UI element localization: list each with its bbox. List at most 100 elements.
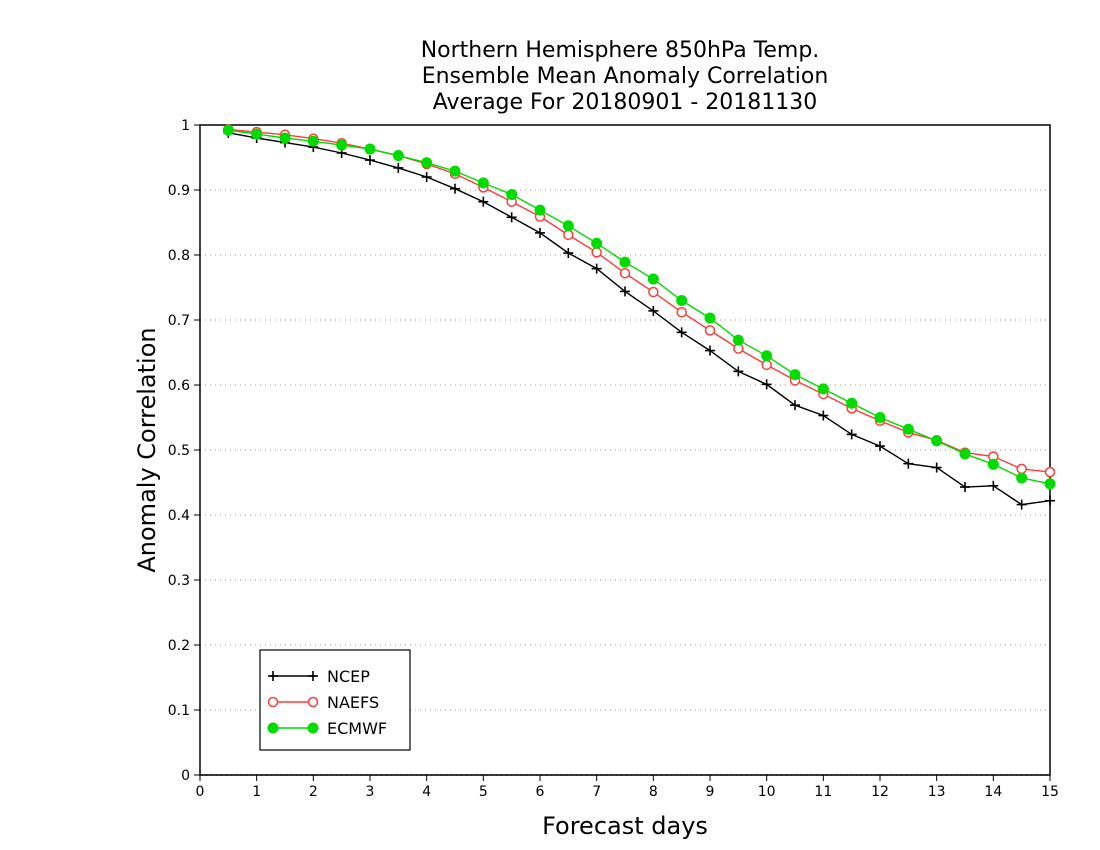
data-point-naefs bbox=[1044, 466, 1056, 478]
legend-marker-ecmwf bbox=[267, 722, 279, 734]
data-point-ncep bbox=[393, 162, 404, 173]
legend: NCEP NAEFS ECMWF bbox=[259, 649, 411, 751]
data-point-ecmwf bbox=[506, 189, 518, 201]
series-layer bbox=[222, 124, 1056, 510]
data-point-ncep bbox=[733, 366, 744, 377]
data-point-ncep bbox=[846, 429, 857, 440]
data-point-ecmwf bbox=[676, 295, 688, 306]
series-ecmwf bbox=[222, 124, 1056, 490]
data-point-ncep bbox=[818, 410, 829, 421]
data-point-ecmwf bbox=[477, 177, 489, 189]
series-line-ecmwf bbox=[228, 129, 1051, 485]
data-point-ecmwf bbox=[1016, 472, 1028, 484]
data-point-ecmwf bbox=[931, 435, 943, 447]
legend-marker-naefs bbox=[307, 696, 319, 708]
legend-items: NCEP NAEFS ECMWF bbox=[267, 667, 387, 738]
data-point-ecmwf bbox=[987, 458, 999, 470]
y-tick-label: 0.1 bbox=[168, 703, 190, 719]
y-tick-label: 0.8 bbox=[168, 248, 190, 264]
data-point-ncep bbox=[988, 480, 999, 491]
data-point-ncep bbox=[931, 462, 942, 473]
x-axis-label: Forecast days bbox=[542, 812, 708, 840]
data-point-ecmwf bbox=[251, 128, 263, 140]
data-point-ecmwf bbox=[534, 204, 546, 216]
data-point-ecmwf bbox=[562, 220, 574, 232]
y-tick-label: 0.5 bbox=[168, 443, 190, 459]
series-ncep bbox=[223, 127, 1055, 510]
data-point-ecmwf bbox=[902, 423, 914, 435]
x-tick-label: 3 bbox=[366, 784, 375, 800]
data-point-naefs bbox=[676, 306, 687, 318]
data-point-ecmwf bbox=[789, 369, 801, 381]
x-tick-label: 14 bbox=[984, 784, 1002, 800]
data-point-ecmwf bbox=[307, 135, 319, 147]
chart-title-line-3: Average For 20180901 - 20181130 bbox=[433, 90, 818, 115]
data-point-ncep bbox=[1045, 495, 1055, 506]
x-tick-label: 15 bbox=[1041, 784, 1059, 800]
data-point-ecmwf bbox=[619, 256, 631, 268]
data-point-ncep bbox=[903, 458, 914, 469]
data-point-ecmwf bbox=[846, 397, 858, 409]
legend-marker-ecmwf bbox=[307, 722, 319, 734]
legend-entry-naefs: NAEFS bbox=[267, 693, 379, 712]
x-tick-label: 10 bbox=[758, 784, 776, 800]
x-tick-label: 7 bbox=[592, 784, 601, 800]
x-tick-label: 12 bbox=[871, 784, 889, 800]
data-point-ncep bbox=[365, 155, 375, 166]
x-tick-label: 5 bbox=[479, 784, 488, 800]
series-line-ncep bbox=[228, 132, 1051, 506]
legend-label-ecmwf: ECMWF bbox=[327, 719, 387, 738]
x-tick-label: 2 bbox=[309, 784, 318, 800]
data-point-ecmwf bbox=[647, 273, 659, 285]
data-point-ecmwf bbox=[761, 350, 773, 362]
chart-title: Northern Hemisphere 850hPa Temp. Ensembl… bbox=[421, 38, 829, 115]
chart-title-line-1: Northern Hemisphere 850hPa Temp. bbox=[421, 38, 820, 63]
legend-marker-ncep bbox=[268, 671, 278, 681]
legend-marker-naefs bbox=[267, 696, 279, 708]
y-tick-label: 0.2 bbox=[168, 638, 190, 654]
legend-label-ncep: NCEP bbox=[327, 667, 370, 686]
data-point-ecmwf bbox=[336, 139, 348, 151]
data-point-naefs bbox=[563, 229, 574, 241]
y-tick-label: 1 bbox=[181, 118, 190, 134]
x-tick-label: 6 bbox=[536, 784, 545, 800]
x-tick-label: 1 bbox=[252, 784, 261, 800]
data-point-ncep bbox=[591, 263, 602, 274]
legend-label-naefs: NAEFS bbox=[327, 693, 379, 712]
data-point-naefs bbox=[619, 267, 631, 279]
legend-entry-ecmwf: ECMWF bbox=[267, 719, 387, 738]
x-tick-label: 13 bbox=[928, 784, 946, 800]
data-point-ecmwf bbox=[874, 412, 886, 423]
data-point-ecmwf bbox=[364, 143, 376, 155]
data-point-ecmwf bbox=[449, 165, 461, 177]
y-tick-label: 0 bbox=[181, 768, 190, 784]
data-point-ncep bbox=[620, 286, 630, 297]
data-point-naefs bbox=[1016, 463, 1027, 475]
y-tick-label: 0.4 bbox=[168, 508, 190, 524]
legend-entry-ncep: NCEP bbox=[268, 667, 370, 686]
x-tick-label: 8 bbox=[649, 784, 658, 800]
data-point-ecmwf bbox=[732, 334, 744, 346]
legend-box bbox=[259, 649, 411, 751]
data-point-ecmwf bbox=[817, 383, 829, 395]
x-tick-label: 9 bbox=[706, 784, 715, 800]
data-point-ncep bbox=[478, 196, 489, 207]
data-point-ncep bbox=[1016, 499, 1027, 510]
data-point-naefs bbox=[648, 286, 659, 298]
data-point-naefs bbox=[704, 325, 716, 336]
x-tick-label: 11 bbox=[814, 784, 832, 800]
y-tick-label: 0.7 bbox=[168, 313, 190, 329]
data-point-ecmwf bbox=[959, 448, 971, 460]
data-point-ecmwf bbox=[421, 157, 433, 169]
y-tick-label: 0.6 bbox=[168, 378, 190, 394]
data-point-ncep bbox=[506, 212, 517, 223]
data-point-ecmwf bbox=[1044, 478, 1056, 490]
data-point-ncep bbox=[705, 345, 715, 356]
data-point-ncep bbox=[761, 379, 772, 390]
legend-marker-ncep bbox=[308, 671, 318, 681]
chart-title-line-2: Ensemble Mean Anomaly Correlation bbox=[422, 64, 829, 89]
data-point-ecmwf bbox=[704, 312, 716, 324]
axis-ticks: 0 1 2 3 4 5 6 7 8 9 10 11 12 13 14 1500.10.20.30.40.50.… bbox=[168, 118, 1059, 800]
y-tick-label: 0.3 bbox=[168, 573, 190, 589]
data-point-ecmwf bbox=[222, 124, 234, 136]
